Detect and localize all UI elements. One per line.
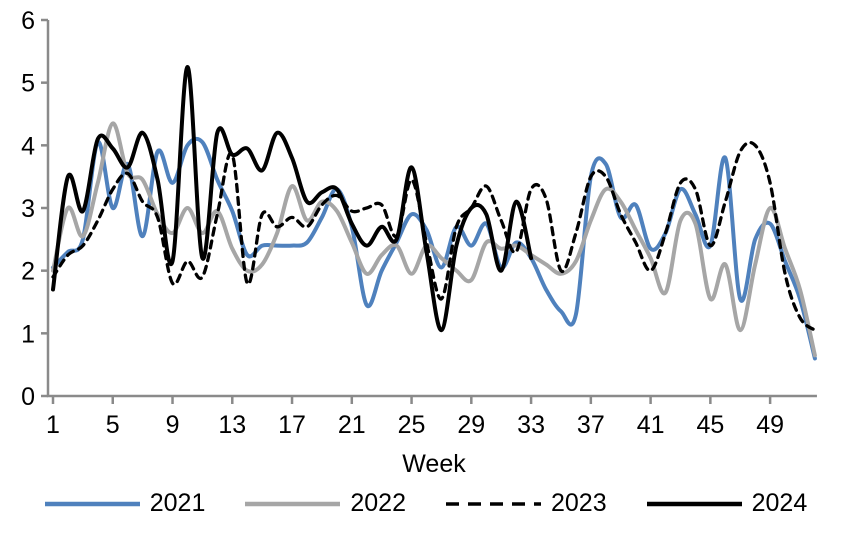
legend-line-swatch-2023 xyxy=(446,501,541,506)
series-line-2023 xyxy=(51,140,817,332)
y-tick-label: 0 xyxy=(21,383,35,411)
legend: 2021 2022 2023 2024 xyxy=(0,491,852,516)
x-tick-label: 5 xyxy=(106,411,120,439)
x-tick-label: 45 xyxy=(696,411,724,439)
y-tick-label: 1 xyxy=(21,320,35,348)
x-tick-label: 21 xyxy=(338,411,366,439)
legend-item-2021: 2021 xyxy=(44,489,206,517)
legend-item-2023: 2023 xyxy=(446,491,607,516)
series-line-2024 xyxy=(51,64,534,333)
x-tick-label: 1 xyxy=(46,411,60,439)
x-tick-label: 29 xyxy=(457,411,485,439)
x-tick-label: 17 xyxy=(278,411,306,439)
legend-item-2024: 2024 xyxy=(646,489,808,517)
legend-item-2022: 2022 xyxy=(245,491,406,516)
x-tick-label: 9 xyxy=(166,411,180,439)
y-tick-label: 4 xyxy=(21,132,35,160)
legend-line-swatch-2022 xyxy=(245,501,341,506)
legend-label: 2024 xyxy=(751,489,808,517)
y-tick-label: 5 xyxy=(21,70,35,98)
x-tick-label: 49 xyxy=(756,411,784,439)
x-tick-label: 33 xyxy=(517,411,545,439)
x-tick-label: 37 xyxy=(577,411,605,439)
x-tick-label: 13 xyxy=(218,411,246,439)
x-axis-title: Week xyxy=(402,450,466,478)
y-tick-label: 2 xyxy=(21,258,35,286)
legend-line-swatch-2021 xyxy=(44,501,140,506)
legend-label: 2022 xyxy=(350,489,406,517)
x-tick-label: 25 xyxy=(398,411,426,439)
y-tick-label: 3 xyxy=(21,195,35,223)
legend-label: 2023 xyxy=(551,489,607,517)
legend-label: 2021 xyxy=(149,489,206,517)
series-line-2021 xyxy=(51,136,817,361)
legend-line-swatch-2024 xyxy=(646,501,742,506)
y-tick-label: 6 xyxy=(21,7,35,35)
x-tick-label: 41 xyxy=(637,411,665,439)
series-line-2022 xyxy=(51,121,817,358)
